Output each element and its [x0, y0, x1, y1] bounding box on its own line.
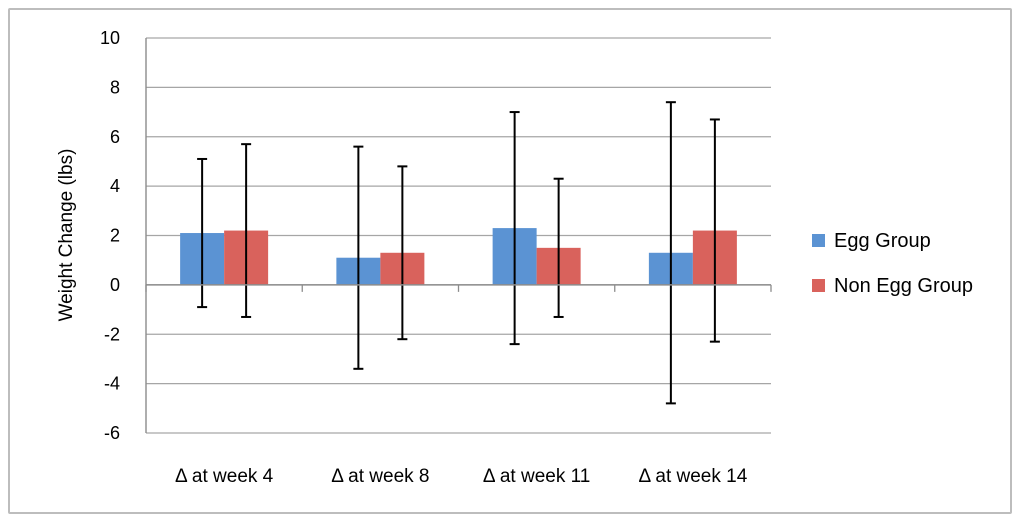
legend-label-1: Non Egg Group: [834, 275, 973, 297]
y-tick-label-0: -6: [104, 423, 120, 443]
y-tick-label-7: 8: [110, 77, 120, 97]
legend-swatch-1: [812, 279, 825, 292]
y-axis-ticks: -6 -4 -2 0 2 4 6 8 10: [100, 28, 120, 443]
legend-swatch-0: [812, 234, 825, 247]
bars: [180, 228, 737, 285]
x-category-label-0: Δ at week 4: [175, 466, 274, 487]
y-axis-label: Weight Change (lbs): [56, 149, 77, 322]
y-tick-label-4: 2: [110, 226, 120, 246]
x-axis-categories: Δ at week 4 Δ at week 8 Δ at week 11 Δ at w…: [145, 38, 772, 487]
legend: Egg Group Non Egg Group: [812, 230, 973, 297]
y-tick-label-5: 4: [110, 176, 120, 196]
error-bars: [197, 101, 720, 405]
y-tick-label-6: 6: [110, 127, 120, 147]
x-category-label-2: Δ at week 11: [483, 466, 590, 487]
x-category-label-3: Δ at week 14: [638, 466, 747, 487]
y-tick-label-8: 10: [100, 28, 120, 48]
legend-label-0: Egg Group: [834, 230, 931, 252]
gridlines: [146, 37, 771, 434]
y-tick-label-3: 0: [110, 275, 120, 295]
y-tick-label-1: -4: [104, 374, 120, 394]
x-category-label-1: Δ at week 8: [331, 466, 429, 487]
y-tick-label-2: -2: [104, 324, 120, 344]
